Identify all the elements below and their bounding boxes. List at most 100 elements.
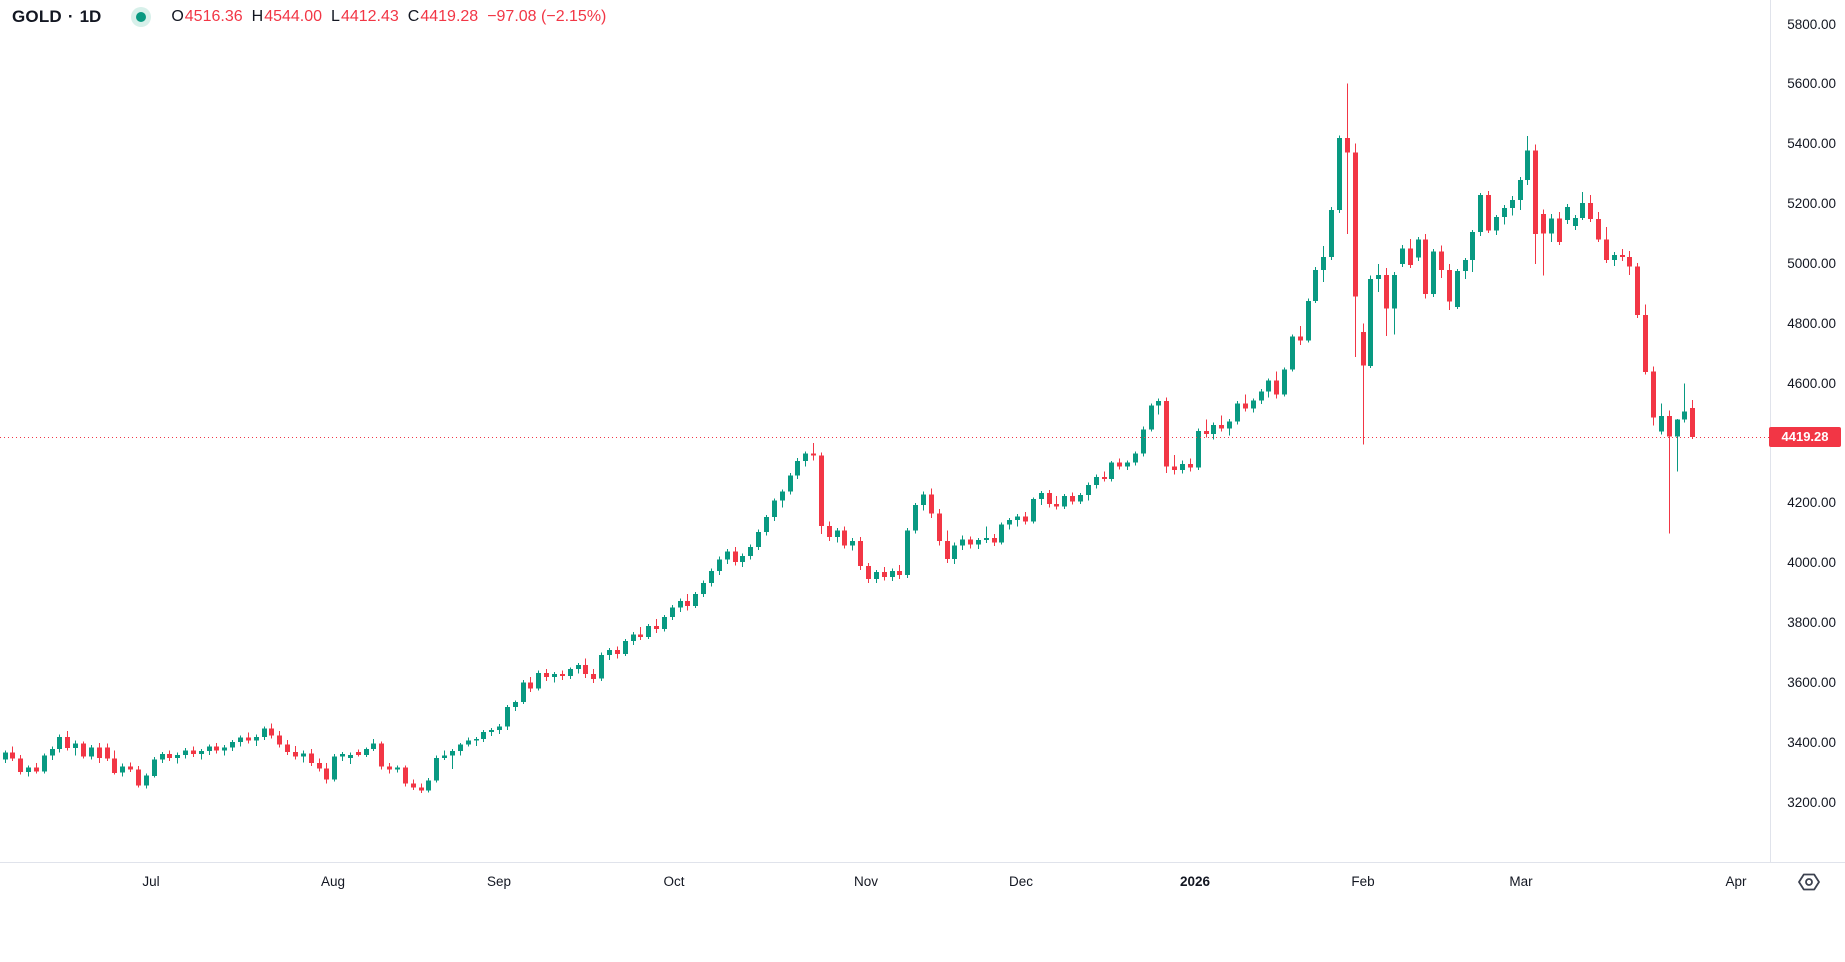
candle-body xyxy=(246,737,251,741)
candle-body xyxy=(599,654,604,679)
candle-body xyxy=(1400,248,1405,264)
candle-body xyxy=(230,742,235,748)
candle-body xyxy=(364,748,369,756)
candle-body xyxy=(1141,429,1146,454)
candle-body xyxy=(175,754,180,758)
candle-body xyxy=(167,754,172,758)
candle-body xyxy=(756,532,761,548)
candle-body xyxy=(858,541,863,567)
time-tick-label: 2026 xyxy=(1179,874,1211,889)
candle-body xyxy=(976,540,981,545)
candle-body xyxy=(1416,239,1421,258)
candle-body xyxy=(521,682,526,702)
candle-body xyxy=(1494,217,1499,231)
candle-body xyxy=(379,743,384,767)
candle-body xyxy=(913,505,918,531)
candle-body xyxy=(89,747,94,757)
candle-body xyxy=(403,767,408,784)
candle-body xyxy=(152,759,157,776)
candle-body xyxy=(811,453,816,456)
candle-body xyxy=(772,500,777,518)
candle-body xyxy=(112,758,117,773)
candle-body xyxy=(1133,453,1138,463)
candle-body xyxy=(528,682,533,689)
candle-body xyxy=(670,607,675,618)
candle-body xyxy=(277,735,282,745)
candle-body xyxy=(73,743,78,749)
candle-body xyxy=(1596,219,1601,240)
candle-body xyxy=(183,750,188,755)
candle-body xyxy=(1117,462,1122,467)
candle-body xyxy=(1306,300,1311,341)
candle-body xyxy=(442,755,447,758)
candle-body xyxy=(1533,150,1538,235)
price-tick-label: 5800.00 xyxy=(1787,17,1836,32)
candle-body xyxy=(827,526,832,538)
price-tick-label: 3400.00 xyxy=(1787,735,1836,750)
candle-body xyxy=(481,732,486,740)
candle-body xyxy=(1149,405,1154,430)
candle-body xyxy=(450,751,455,756)
candle-body xyxy=(419,787,424,791)
price-tick-label: 3800.00 xyxy=(1787,615,1836,630)
candle-body xyxy=(733,551,738,563)
candle-body xyxy=(1337,138,1342,211)
candle-body xyxy=(238,737,243,743)
candle-body xyxy=(1204,431,1209,434)
candle-body xyxy=(207,746,212,752)
candle-body xyxy=(1376,274,1381,279)
price-tick-label: 5600.00 xyxy=(1787,76,1836,91)
candle-body xyxy=(1243,403,1248,409)
time-tick-label: Apr xyxy=(1725,874,1747,889)
candle-body xyxy=(921,494,926,506)
candle-body xyxy=(434,757,439,781)
candle-body xyxy=(199,751,204,755)
candle-body xyxy=(945,541,950,560)
candle-body xyxy=(1635,266,1640,315)
candle-body xyxy=(1251,400,1256,409)
candle-body xyxy=(1423,239,1428,294)
candle-body xyxy=(693,594,698,607)
symbol-title[interactable]: GOLD xyxy=(12,7,62,26)
candle-body xyxy=(1620,255,1625,257)
candle-body xyxy=(678,601,683,608)
candle-body xyxy=(623,641,628,654)
candle-body xyxy=(1478,195,1483,232)
candle-body xyxy=(1156,401,1161,406)
candle-body xyxy=(960,539,965,546)
candle-body xyxy=(897,571,902,576)
price-tick-label: 4800.00 xyxy=(1787,316,1836,331)
candle-body xyxy=(128,766,133,770)
candle-body xyxy=(638,634,643,637)
candle-body xyxy=(780,491,785,501)
candle-body xyxy=(1094,476,1099,485)
candle-body xyxy=(646,626,651,637)
candle-body xyxy=(1062,496,1067,507)
candle-body xyxy=(1604,239,1609,260)
candle-body xyxy=(191,750,196,755)
settings-icon[interactable] xyxy=(1797,872,1821,892)
candle-body xyxy=(144,775,149,786)
candle-body xyxy=(685,601,690,607)
candle-body xyxy=(1172,466,1177,470)
candle-body xyxy=(1675,419,1680,437)
candle-body xyxy=(426,780,431,791)
close-value: 4419.28 xyxy=(420,8,479,25)
ohlc-readout: O 4516.36 H 4544.00 L 4412.43 C 4419.28 … xyxy=(171,8,606,26)
candle-body xyxy=(81,743,86,757)
candle-body xyxy=(568,668,573,676)
time-tick-label: Mar xyxy=(1509,874,1533,889)
candle-body xyxy=(1368,279,1373,366)
candle-body xyxy=(1573,217,1578,226)
candle-body xyxy=(1219,425,1224,429)
candle-body xyxy=(654,626,659,630)
interval-label[interactable]: 1D xyxy=(79,7,102,26)
open-label: O xyxy=(171,8,184,25)
candle-body xyxy=(411,783,416,788)
candle-body xyxy=(97,747,102,758)
candle-body xyxy=(1298,336,1303,341)
candle-body xyxy=(890,571,895,577)
candle-body xyxy=(1612,255,1617,260)
